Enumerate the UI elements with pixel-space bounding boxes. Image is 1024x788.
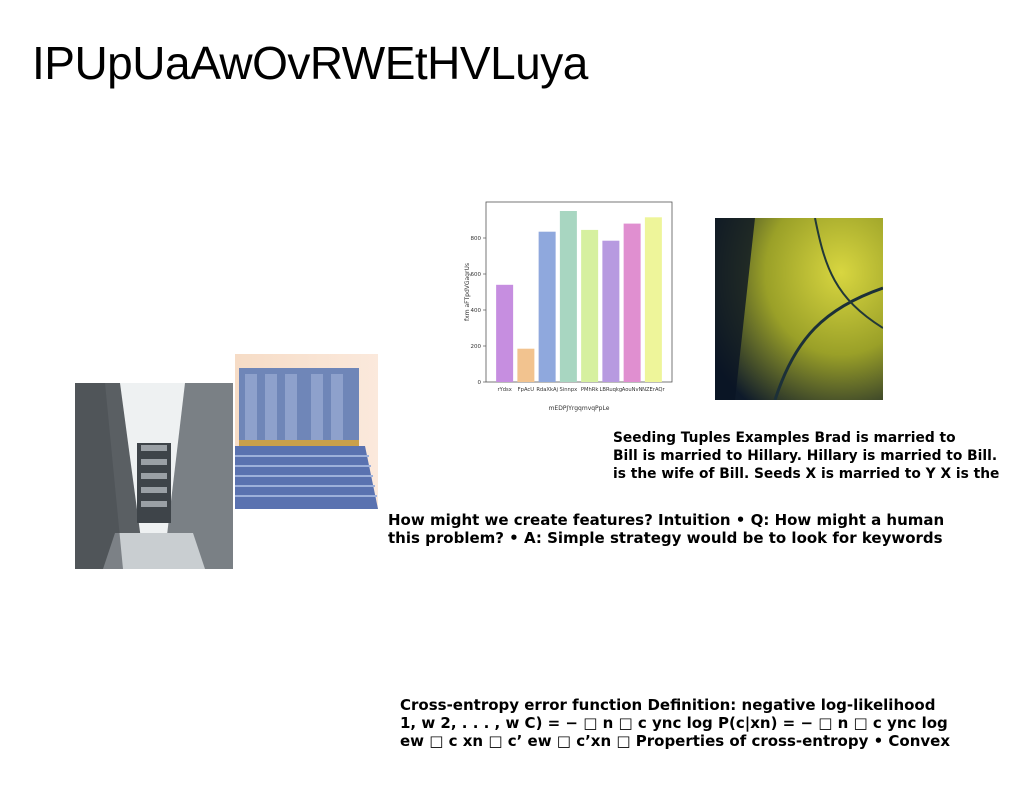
x-tick-label: AouNvN: [622, 387, 643, 393]
y-tick-label: 400: [471, 308, 482, 314]
features-text: How might we create features? Intuition …: [388, 511, 944, 547]
x-tick-label: RdaXkAj: [536, 387, 558, 393]
bar-rYdsx: [496, 284, 514, 382]
x-tick-label: Sinnpx: [560, 387, 578, 393]
x-tick-label: rYdsx: [497, 387, 511, 393]
seed-line: Bill is married to Hillary. Hillary is m…: [613, 448, 998, 464]
y-tick-label: 800: [471, 236, 482, 242]
y-ticks: 0 200 400 600 800: [471, 236, 486, 386]
features-line: How might we create features? Intuition …: [388, 511, 945, 529]
cross-entropy-text: Cross-entropy error function Definition:…: [400, 696, 950, 750]
x-tick-label: PMhRk: [581, 387, 599, 393]
xent-line: 1, w 2, . . . , w C) = − □ n □ c ync log…: [400, 714, 948, 732]
bar-LBRuqkg: [602, 240, 620, 382]
bars: [496, 211, 662, 382]
y-tick-label: 200: [471, 344, 482, 350]
y-axis-label: fxm aFTpdVGagrUs: [464, 263, 471, 321]
x-tick-label: NZErAQr: [642, 387, 665, 393]
temple-stairs-photo: [235, 354, 378, 509]
x-tick-label: LBRuqkg: [600, 387, 623, 393]
bar-FpAcU: [517, 348, 535, 382]
seeding-tuples-text: Seeding Tuples Examples Brad is married …: [613, 429, 999, 483]
xent-line: ew □ c xn □ c’ ew □ c’xn □ Properties of…: [400, 732, 951, 750]
y-tick-label: 0: [478, 380, 482, 386]
bar-PMhRk: [581, 229, 599, 382]
xent-line: Cross-entropy error function Definition:…: [400, 696, 936, 714]
page-title: IPUpUaAwOvRWEtHVLuya: [32, 37, 588, 89]
bar-Sinnpx: [559, 211, 577, 382]
seed-line: Seeding Tuples Examples Brad is married …: [613, 430, 956, 446]
features-line: this problem? • A: Simple strategy would…: [388, 529, 943, 547]
x-tick-label: FpAcU: [518, 387, 535, 393]
y-tick-label: 600: [471, 272, 482, 278]
bar-RdaXkAj: [538, 231, 556, 382]
seed-line: is the wife of Bill. Seeds X is married …: [613, 466, 1000, 482]
bar-NZErAQr: [644, 217, 662, 382]
bar-chart: 0 200 400 600 800 rYdsx FpAcU RdaXkAj Sinnpx PMh…: [460, 196, 680, 412]
x-ticks: rYdsx FpAcU RdaXkAj Sinnpx PMhRk LBRuqkg AouNv…: [497, 387, 665, 393]
yellow-texture-photo: [715, 218, 883, 400]
plot-frame: [485, 201, 673, 383]
building-photo: [75, 383, 233, 569]
x-axis-label: mEDPJYrgqmvqPpLe: [549, 405, 610, 412]
bar-AouNvN: [623, 223, 641, 382]
